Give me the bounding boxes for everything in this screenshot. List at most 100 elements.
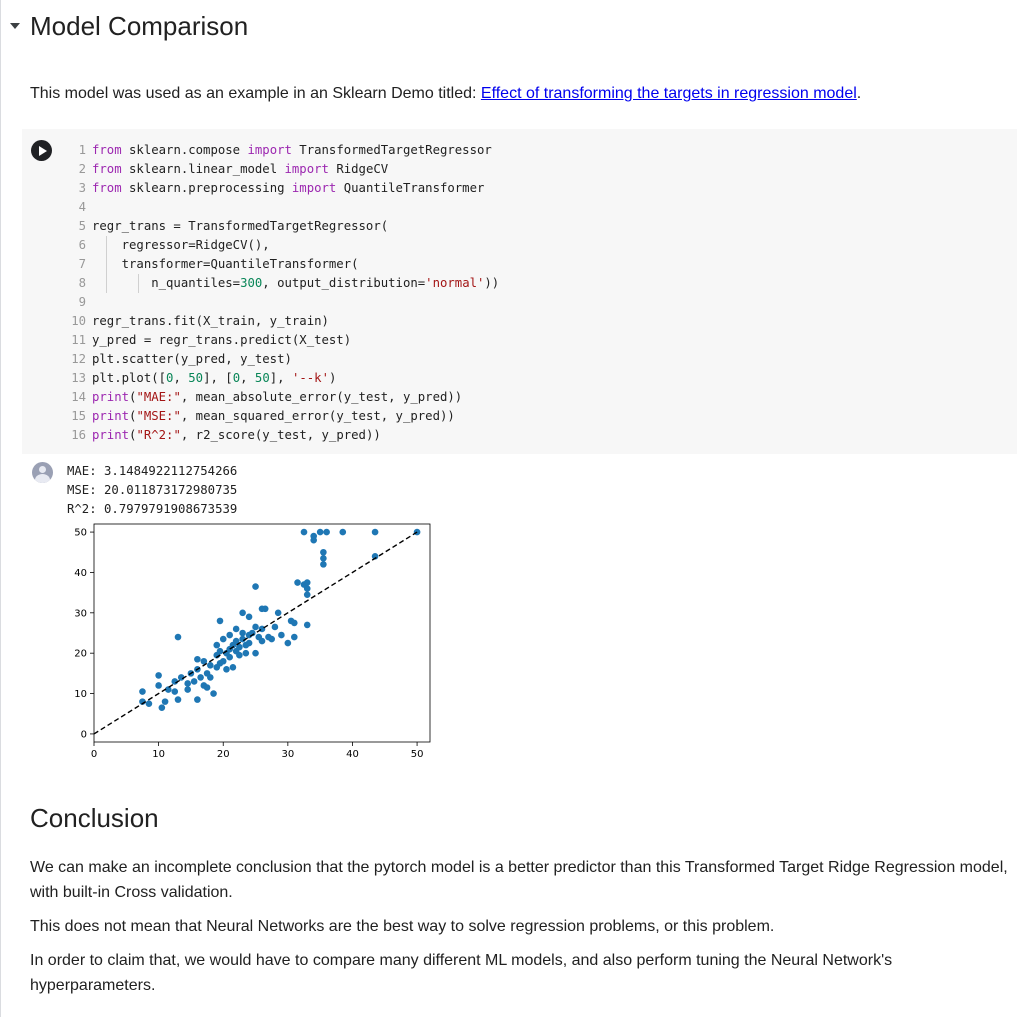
scatter-point [223,666,230,673]
scatter-point [226,653,233,661]
scatter-point [252,583,259,590]
scatter-point [165,686,172,693]
output-r2: R^2: 0.7979791908673539 [67,502,238,516]
scatter-point [278,631,285,639]
scatter-point [252,649,259,657]
scatter-point [284,639,292,647]
cell-output: MAE: 3.1484922112754266 MSE: 20.01187317… [67,462,237,519]
scatter-point [239,629,246,637]
scatter-point [245,639,253,647]
scatter-point [323,528,330,536]
scatter-point [239,609,246,617]
indent-guide [138,274,139,293]
x-tick-label: 10 [152,749,165,760]
x-tick-label: 50 [411,749,424,760]
scatter-point [320,561,327,568]
scatter-point [258,637,266,645]
scatter-point [174,633,182,641]
conclusion-heading: Conclusion [30,803,159,833]
scatter-point [294,579,301,586]
run-cell-button[interactable] [31,140,52,161]
scatter-point [213,641,221,649]
y-tick-label: 10 [74,689,87,700]
scatter-point [184,680,191,687]
code-cell[interactable] [22,129,1017,454]
scatter-plot: 0 10 20 30 40 50 0 10 20 30 40 50 [74,523,431,760]
scatter-point [171,688,179,695]
scatter-point [413,528,421,536]
scatter-point [216,647,224,655]
scatter-point [268,635,275,643]
scatter-point [371,552,379,560]
scatter-point [207,661,214,669]
output-mae: MAE: 3.1484922112754266 [67,464,238,478]
play-icon [38,145,47,156]
scatter-point [236,651,243,659]
scatter-point [232,637,240,645]
scatter-point [145,700,153,707]
scatter-point [174,696,182,703]
scatter-point [216,617,224,625]
x-tick-label: 0 [91,749,97,760]
scatter-point [158,704,166,711]
scatter-point [219,657,227,665]
scatter-point [320,555,327,562]
scatter-point [207,674,214,681]
y-tick-label: 40 [74,568,87,579]
scatter-point [271,623,279,631]
scatter-point [274,609,282,617]
y-tick-label: 50 [74,528,87,539]
scatter-point [184,686,191,693]
left-border [0,0,1,1017]
y-tick-label: 20 [74,649,87,660]
scatter-point [232,625,240,633]
code-editor[interactable]: 1 from sklearn.compose import Transformed… [71,143,500,442]
plot-frame [93,523,431,743]
conclusion-paragraph-3: In order to claim that, we would have to… [30,952,893,994]
scatter-point [194,655,201,663]
scatter-point [242,649,250,657]
scatter-point [219,635,227,643]
conclusion-paragraph-1: We can make an incomplete conclusion tha… [30,859,1008,901]
output-avatar-icon[interactable] [32,462,53,483]
scatter-point [236,643,243,651]
page-title: Model Comparison [30,10,249,41]
intro-period: . [856,85,862,102]
output-mse: MSE: 20.011873172980735 [67,483,238,497]
scatter-point [229,664,237,671]
scatter-point [310,532,317,540]
indent-guide [106,236,107,293]
intro-text: This model was used as an example in an … [30,85,481,102]
scatter-point [291,619,298,627]
scatter-point [320,548,327,556]
x-tick-label: 30 [281,749,294,760]
scatter-point [200,657,208,665]
y-tick-label: 30 [74,608,87,619]
scatter-point [155,682,162,689]
conclusion-paragraph-2: This does not mean that Neural Networks … [30,918,775,935]
x-tick-label: 40 [346,749,359,760]
collapse-toggle-icon[interactable] [0,6,30,46]
scatter-point [210,690,217,697]
scatter-point [226,631,233,639]
y-tick-label: 0 [81,729,87,740]
demo-link[interactable]: Effect of transforming the targets in re… [480,85,857,102]
scatter-point [339,528,347,536]
scatter-point [203,684,211,691]
scatter-point [316,528,324,536]
scatter-point [161,698,169,705]
intro-paragraph: This model was used as an example in an … [30,85,861,103]
scatter-point [190,678,198,685]
scatter-point [258,625,266,633]
scatter-point [371,528,379,536]
scatter-point [139,688,146,695]
scatter-point [245,613,253,621]
section-header: Model Comparison [0,6,248,46]
scatter-point [303,585,311,592]
scatter-point [300,528,308,536]
scatter-point [155,672,162,679]
scatter-point [258,605,266,613]
scatter-point [194,696,201,703]
x-tick-label: 20 [217,749,230,760]
scatter-point [303,621,311,629]
